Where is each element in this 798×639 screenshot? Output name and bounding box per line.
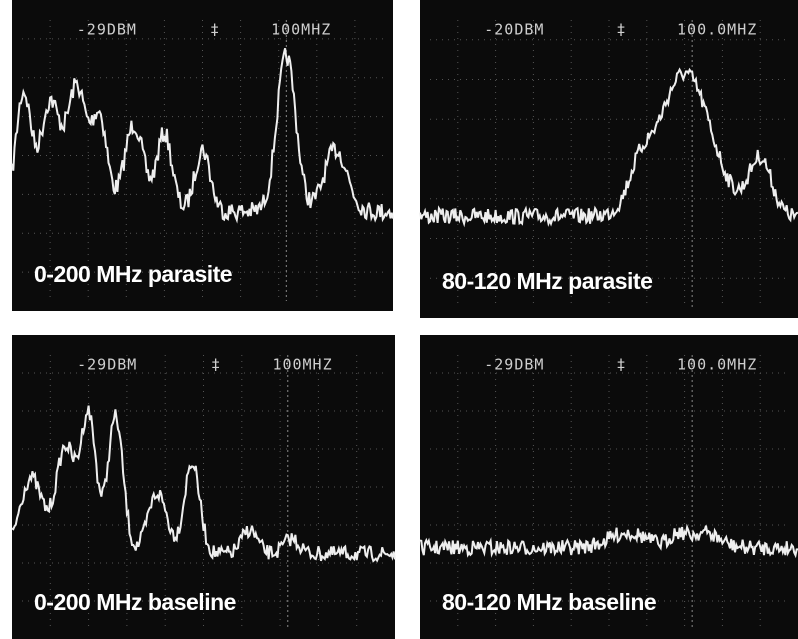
screen-panel: -29DBM ‡ 100MHZ 0-200 MHz baseline <box>11 335 396 639</box>
header-level: -20DBM <box>484 21 544 39</box>
signal-trace <box>419 67 798 228</box>
header-marker: ‡ <box>617 356 627 374</box>
panel-caption: 0-200 MHz baseline <box>34 589 236 615</box>
header-frequency: 100.0MHZ <box>677 21 757 39</box>
screen-panel: -29DBM ‡ 100MHZ 0-200 MHz parasite <box>11 0 394 311</box>
panel-caption: 0-200 MHz parasite <box>34 261 232 287</box>
header-frequency: 100.0MHZ <box>677 356 757 374</box>
header-level: -29DBM <box>484 356 544 374</box>
header-marker: ‡ <box>211 356 221 374</box>
header-marker: ‡ <box>210 21 220 39</box>
screen-panel: -20DBM ‡ 100.0MHZ 80-120 MHz parasite <box>419 0 798 318</box>
header-level: -29DBM <box>77 356 137 374</box>
header-frequency: 100MHZ <box>271 21 331 39</box>
signal-trace <box>11 405 396 563</box>
panel-caption: 80-120 MHz baseline <box>442 589 656 615</box>
header-level: -29DBM <box>77 21 137 39</box>
header-marker: ‡ <box>617 21 627 39</box>
header-frequency: 100MHZ <box>272 356 332 374</box>
signal-trace <box>419 523 798 559</box>
screen-panel: -29DBM ‡ 100.0MHZ 80-120 MHz baseline <box>419 335 798 639</box>
signal-trace <box>11 47 394 224</box>
panel-caption: 80-120 MHz parasite <box>442 268 652 294</box>
